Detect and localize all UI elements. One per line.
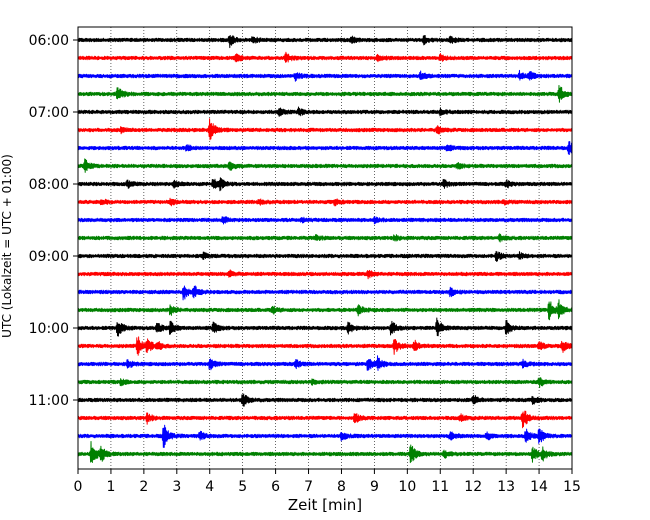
trace-line <box>77 424 573 448</box>
y-tick-label: 09:00 <box>29 249 69 265</box>
x-tick-label: 9 <box>370 479 379 495</box>
x-tick-label: 7 <box>304 479 313 495</box>
x-tick-label: 3 <box>172 479 181 495</box>
plot-frame <box>77 26 573 470</box>
trace-line <box>77 118 573 141</box>
y-axis-label: UTC (Lokalzeit = UTC + 01:00) <box>0 154 14 338</box>
trace-line <box>77 233 573 243</box>
x-axis-ticks: 0 1 2 3 4 5 6 7 8 9 10 11 12 13 14 15 <box>74 469 581 495</box>
trace-line <box>77 35 573 49</box>
x-axis-label: Zeit [min] <box>288 496 362 514</box>
trace-line <box>77 197 573 207</box>
x-tick-label: 5 <box>238 479 247 495</box>
trace-line <box>77 410 573 429</box>
trace-line <box>77 177 573 192</box>
trace-line <box>77 141 573 155</box>
x-tick-label: 2 <box>139 479 148 495</box>
y-tick-label: 10:00 <box>29 321 69 337</box>
trace-line <box>77 393 573 407</box>
trace-line <box>77 336 573 356</box>
trace-line <box>77 69 573 82</box>
seismic-traces <box>77 35 573 464</box>
trace-line <box>77 299 573 321</box>
trace-line <box>77 376 573 388</box>
trace-line <box>77 158 573 173</box>
trace-line <box>77 440 573 464</box>
x-tick-label: 8 <box>337 479 346 495</box>
x-tick-label: 11 <box>431 479 449 495</box>
y-tick-label: 08:00 <box>29 177 69 193</box>
x-tick-label: 0 <box>74 479 83 495</box>
trace-line <box>77 269 573 280</box>
trace-line <box>77 250 573 262</box>
trace-line <box>77 216 573 225</box>
x-tick-label: 15 <box>563 479 581 495</box>
trace-line <box>77 285 573 301</box>
trace-line <box>77 84 573 103</box>
y-tick-label: 11:00 <box>29 393 69 409</box>
x-tick-label: 12 <box>464 479 482 495</box>
x-tick-label: 1 <box>106 479 115 495</box>
x-tick-label: 4 <box>205 479 214 495</box>
y-tick-label: 07:00 <box>29 105 69 121</box>
y-axis-ticks: 06:00 07:00 08:00 09:00 10:00 11:00 <box>29 33 78 409</box>
x-tick-label: 6 <box>271 479 280 495</box>
x-tick-label: 10 <box>398 479 416 495</box>
trace-line <box>77 106 573 117</box>
trace-line <box>77 317 573 337</box>
y-tick-label: 06:00 <box>29 33 69 49</box>
x-tick-label: 14 <box>530 479 548 495</box>
x-tick-label: 13 <box>497 479 515 495</box>
trace-line <box>77 355 573 371</box>
trace-line <box>77 51 573 63</box>
